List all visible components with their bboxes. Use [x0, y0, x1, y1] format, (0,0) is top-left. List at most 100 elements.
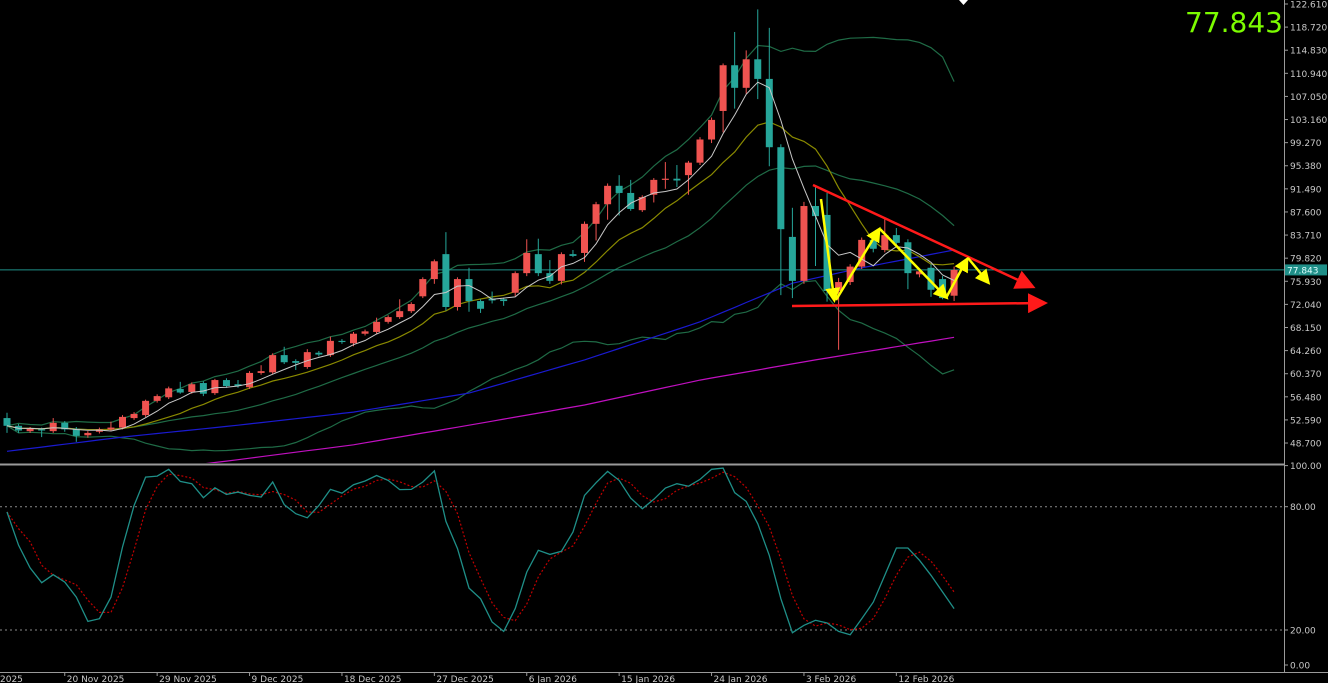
- candle: [511, 271, 519, 297]
- wave-arrow[interactable]: [879, 228, 949, 300]
- candle: [222, 378, 230, 388]
- candle-body: [800, 206, 808, 281]
- date-label: 15 Jan 2026: [621, 675, 675, 683]
- candle: [534, 238, 542, 277]
- candle: [430, 259, 438, 284]
- candle-body: [788, 236, 796, 281]
- candle-body: [38, 429, 46, 431]
- stochastic-k-line: [6, 467, 955, 636]
- wave-arrow[interactable]: [834, 226, 881, 301]
- candle-body: [846, 266, 854, 283]
- ma-long-line: [205, 336, 955, 463]
- chart-shift-marker-icon[interactable]: [959, 0, 968, 5]
- price-plot: [0, 9, 1284, 463]
- date-label: 3 Feb 2026: [806, 675, 857, 683]
- candle: [731, 31, 739, 109]
- candle-body: [453, 279, 461, 307]
- candle-body: [812, 206, 819, 217]
- bollinger-upper: [6, 36, 955, 427]
- candle: [546, 260, 554, 284]
- candle: [765, 27, 773, 167]
- wave-arrows[interactable]: [819, 198, 991, 303]
- candle: [742, 50, 750, 94]
- wave-arrow[interactable]: [944, 256, 969, 299]
- candle-body: [581, 223, 588, 253]
- candle: [627, 179, 635, 211]
- price-axis[interactable]: 122.610 118.720 114.830 110.940 107.050 103.1…: [1284, 1, 1327, 450]
- price-label: 114.830: [1290, 47, 1327, 57]
- candle-body: [511, 273, 519, 293]
- candle: [523, 239, 531, 277]
- candle: [696, 137, 704, 166]
- oscillator-pane[interactable]: [0, 467, 1284, 672]
- candle-body: [107, 427, 115, 430]
- date-label: 2025: [0, 675, 23, 683]
- bollinger-lower: [6, 280, 955, 452]
- price-label: 68.150: [1290, 324, 1322, 334]
- candle-body: [777, 147, 785, 230]
- candle: [211, 378, 219, 395]
- candle-body: [534, 254, 542, 274]
- candle: [453, 277, 461, 311]
- price-label: 118.720: [1290, 24, 1327, 34]
- date-label: 24 Jan 2026: [714, 675, 768, 683]
- price-label: 107.050: [1290, 93, 1327, 103]
- candle: [592, 201, 600, 241]
- candle: [604, 183, 612, 220]
- candle: [557, 252, 565, 285]
- candle: [107, 421, 115, 432]
- candle: [650, 178, 658, 203]
- date-label: 12 Feb 2026: [898, 675, 954, 683]
- price-label: 122.610: [1290, 1, 1327, 11]
- price-label: 60.370: [1290, 370, 1322, 380]
- osc-label: 80.00: [1290, 503, 1316, 513]
- price-label: 103.160: [1290, 116, 1327, 126]
- candle-body: [211, 380, 219, 394]
- candle-body: [350, 333, 357, 344]
- time-axis[interactable]: 2025 20 Nov 2025 29 Nov 2025 9 Dec 2025 18 D…: [0, 672, 955, 683]
- candle-body: [592, 204, 600, 224]
- oscillator-axis[interactable]: 100.00 80.00 20.00 0.00: [1284, 462, 1322, 672]
- candle-body: [188, 384, 196, 392]
- candle: [800, 201, 808, 284]
- price-label: 72.040: [1290, 301, 1322, 311]
- candle: [615, 175, 623, 216]
- candle-body: [742, 59, 750, 88]
- candle-body: [927, 267, 935, 290]
- candle: [153, 394, 161, 403]
- candle-body: [557, 254, 565, 281]
- price-label: 79.820: [1290, 255, 1322, 265]
- candle-body: [615, 185, 623, 193]
- candle: [338, 339, 346, 344]
- candle-body: [661, 178, 669, 180]
- candle: [84, 431, 92, 438]
- candle-body: [835, 282, 843, 291]
- price-label: 56.480: [1290, 393, 1322, 403]
- date-label: 6 Jan 2026: [529, 675, 577, 683]
- candle: [315, 350, 323, 357]
- stochastic-d-line: [6, 471, 955, 631]
- date-label: 9 Dec 2025: [252, 675, 304, 683]
- wave-arrow[interactable]: [819, 198, 841, 303]
- candle: [673, 165, 681, 188]
- wave-arrow[interactable]: [967, 257, 991, 285]
- candle-body: [569, 254, 577, 256]
- candle-body: [500, 299, 508, 302]
- candle-body: [165, 388, 173, 398]
- candle-body: [257, 371, 265, 373]
- osc-label: 0.00: [1290, 662, 1310, 672]
- candle: [269, 353, 277, 375]
- candle-body: [754, 59, 762, 79]
- candle-body: [638, 197, 646, 211]
- candle-body: [26, 428, 34, 432]
- support-line[interactable]: [791, 293, 1048, 314]
- descending-trendline[interactable]: [812, 183, 1036, 289]
- candle-body: [326, 340, 334, 356]
- candle-body: [292, 361, 300, 363]
- osc-label: 100.00: [1290, 462, 1322, 472]
- candle: [165, 386, 173, 400]
- main-pane[interactable]: [0, 0, 1284, 463]
- date-label: 29 Nov 2025: [159, 675, 217, 683]
- price-label: 64.260: [1290, 347, 1322, 357]
